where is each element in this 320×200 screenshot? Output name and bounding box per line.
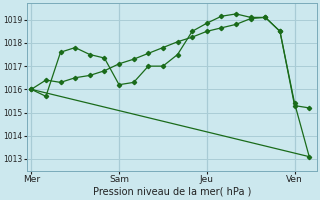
X-axis label: Pression niveau de la mer( hPa ): Pression niveau de la mer( hPa ) — [92, 187, 251, 197]
